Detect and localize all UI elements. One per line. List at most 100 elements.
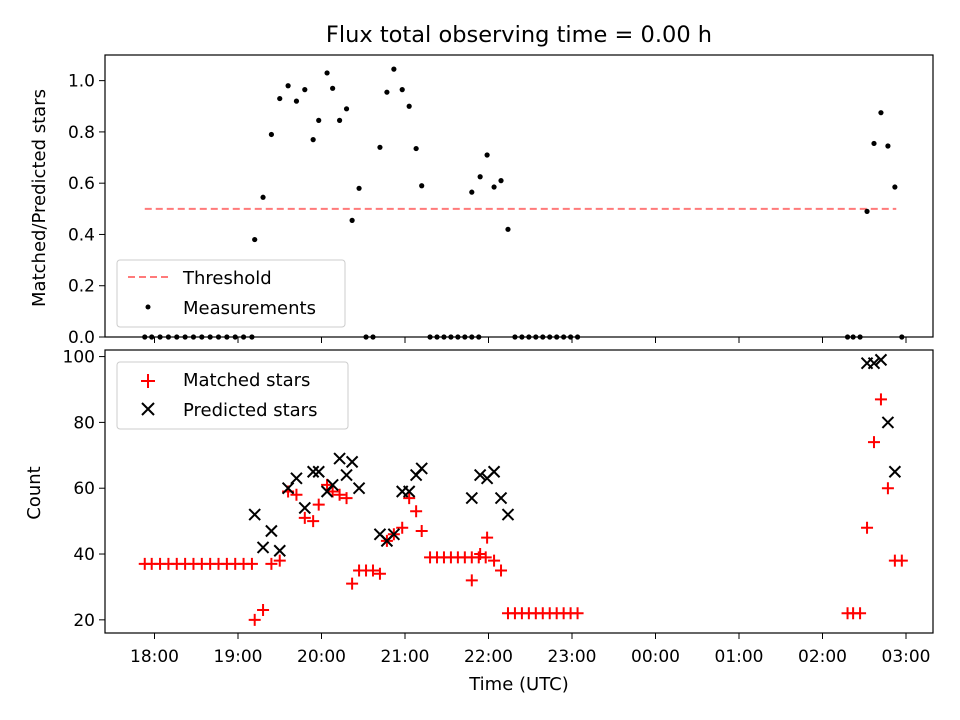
measurement-point [277, 95, 283, 102]
measurement-point [384, 89, 390, 95]
y-tick-label: 60 [73, 479, 95, 499]
legend-predicted-swatch [141, 402, 155, 416]
matched-star-point [290, 488, 303, 501]
legend-box [116, 361, 349, 430]
y-tick-label: 40 [73, 545, 95, 565]
matched-star-point [265, 557, 278, 570]
measurement-point [413, 145, 419, 152]
measurement-point [324, 70, 330, 76]
measurement-point [498, 178, 504, 184]
predicted-star-point [273, 544, 286, 557]
predicted-star-point [345, 455, 359, 469]
matched-star-point [861, 521, 874, 534]
predicted-star-point [298, 501, 312, 515]
measurement-point [391, 66, 397, 72]
measurement-point [268, 131, 274, 138]
legend-matched-swatch [141, 374, 155, 388]
predicted-star-point [387, 528, 401, 541]
matched-star-point [874, 393, 887, 406]
predicted-star-point [881, 416, 895, 429]
matched-star-point [481, 531, 494, 544]
bottom-panel: Count Time (UTC) 20 40 60 80 100 18:00 19:00 20… [24, 348, 934, 695]
x-tick-label: 20:00 [297, 647, 346, 667]
measurement-point [419, 183, 425, 189]
measurement-point [356, 185, 362, 191]
top-legend: Threshold Measurements [116, 259, 346, 328]
chart-title: Flux total observing time = 0.00 h [326, 22, 712, 48]
measurement-point [310, 137, 316, 143]
x-tick-label: 21:00 [381, 647, 430, 667]
matched-star-point [248, 613, 261, 626]
predicted-star-point [265, 524, 278, 538]
measurement-point [491, 184, 497, 190]
matched-star-point [881, 482, 894, 495]
predicted-star-point [306, 465, 320, 478]
predicted-star-point [326, 478, 339, 492]
matched-star-point [307, 515, 320, 528]
matched-star-point [346, 577, 359, 590]
predicted-star-point [415, 462, 428, 475]
predicted-star-point [494, 491, 508, 505]
predicted-star-point [340, 468, 353, 482]
measurement-point [505, 226, 511, 232]
measurement-point [260, 194, 266, 200]
predicted-star-point [290, 472, 303, 485]
predicted-star-point [256, 541, 270, 554]
y-tick-label: 0.4 [68, 225, 95, 245]
matched-star-point [854, 607, 867, 620]
legend-measurements-swatch [145, 304, 151, 310]
predicted-star-point [248, 508, 261, 521]
y-tick-label: 80 [73, 413, 95, 433]
predicted-star-point [333, 452, 346, 465]
top-panel: Matched/Predicted stars 0.0 0.2 0.4 0.6 0.8 1… [29, 54, 934, 348]
measurement-point [885, 143, 891, 149]
x-tick-label: 03:00 [882, 647, 931, 667]
x-tick-label: 02:00 [798, 647, 847, 667]
measurement-point [343, 106, 350, 112]
measurement-point [878, 110, 884, 116]
measurement-point [864, 208, 870, 214]
matched-star-point [321, 478, 334, 491]
matched-star-point [312, 498, 325, 511]
matched-star-point [366, 564, 379, 577]
measurement-point [252, 236, 258, 243]
matched-star-point [403, 492, 416, 505]
x-tick-label: 22:00 [464, 647, 513, 667]
x-tick-label: 01:00 [715, 647, 764, 667]
predicted-star-point [888, 465, 902, 478]
plot-frame [104, 349, 934, 634]
measurement-point [293, 98, 300, 104]
matched-star-point [571, 607, 584, 620]
matched-star-point [488, 554, 501, 567]
matched-star-point [410, 505, 423, 518]
predicted-star-point [473, 468, 487, 482]
y-tick-label: 0.6 [68, 174, 95, 194]
x-axis-label: Time (UTC) [468, 674, 569, 695]
measurement-point [892, 184, 898, 190]
x-tick-label: 23:00 [548, 647, 597, 667]
y-tick-label: 20 [73, 611, 95, 631]
matched-star-point [465, 574, 478, 587]
measurement-point [302, 87, 308, 93]
y-tick-label: 0.2 [68, 277, 95, 297]
measurement-point [477, 174, 483, 180]
matched-star-point [340, 492, 353, 505]
measurement-point [285, 83, 291, 89]
measurement-point [406, 103, 412, 109]
matched-star-point [273, 554, 286, 567]
y-tick-label: 100 [63, 348, 95, 368]
predicted-star-point [487, 465, 501, 478]
predicted-star-point [281, 482, 295, 495]
predicted-star-point [312, 465, 325, 478]
x-tick-label: 19:00 [214, 647, 263, 667]
bottom-legend: Matched stars Predicted stars [116, 361, 349, 430]
measurement-point [469, 189, 475, 195]
matched-star-point [298, 511, 311, 524]
legend-box [116, 259, 346, 328]
measurement-point [399, 87, 405, 93]
measurement-point [330, 85, 336, 91]
legend-matched-label: Matched stars [183, 370, 310, 391]
top-y-axis-label: Matched/Predicted stars [29, 89, 50, 307]
legend-threshold-label: Threshold [182, 268, 272, 289]
